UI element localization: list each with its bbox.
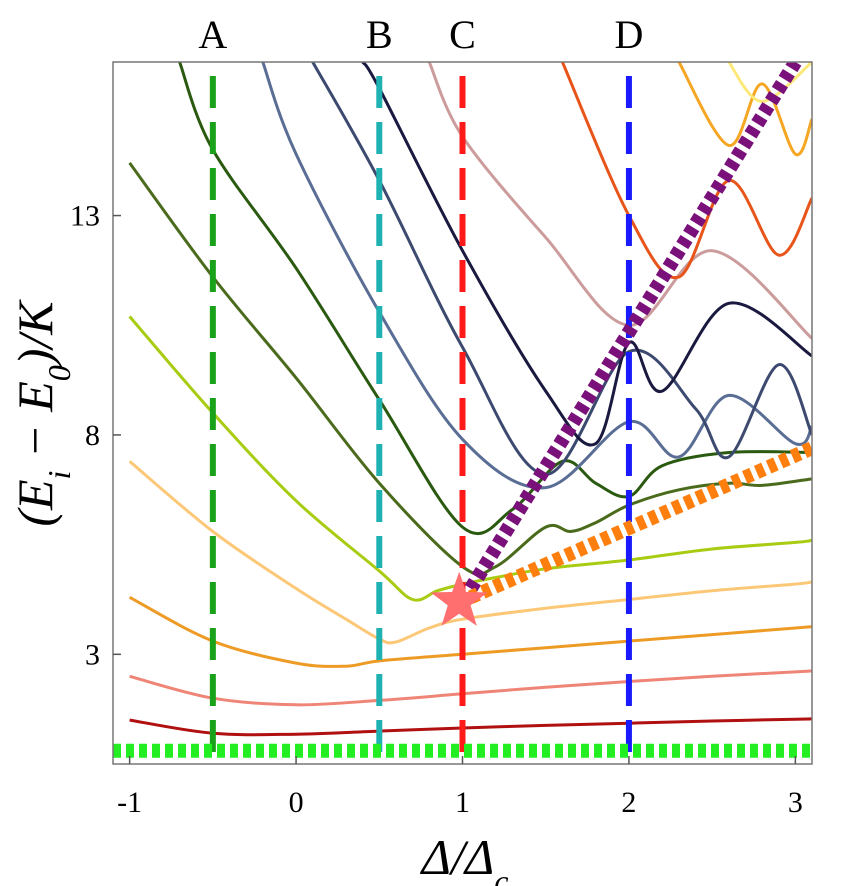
series-level-10: [361, 62, 812, 447]
series-level-14: [727, 62, 812, 103]
overlay-layer: [113, 62, 812, 758]
curve-layer: [128, 62, 812, 737]
tick-layer: -1 0 1 2 3 3 8 13: [70, 200, 803, 819]
series-level-12: [561, 62, 812, 280]
marker-label-a: A: [198, 12, 227, 57]
x-tick-label: -1: [117, 786, 142, 819]
series-level-5: [128, 315, 812, 602]
series-level-13: [677, 62, 812, 157]
x-axis-label: Δ/Δc: [420, 829, 509, 886]
y-axis-label: (Ei − E0)/K: [7, 299, 77, 527]
y-tick-label: 3: [85, 638, 100, 671]
marker-label-b: B: [366, 12, 393, 57]
series-level-2: [129, 669, 812, 707]
series-level-9: [311, 62, 812, 476]
series-asymptote-orange: [467, 441, 812, 604]
y-tick-label: 13: [70, 200, 100, 233]
marker-label-c: C: [449, 12, 476, 57]
y-tick-label: 8: [85, 419, 100, 452]
series-level-8: [261, 62, 812, 490]
x-tick-label: 1: [455, 786, 470, 819]
series-level-7: [178, 62, 812, 536]
series-level-4: [128, 460, 812, 645]
x-tick-label: 0: [289, 786, 304, 819]
marker-label-d: D: [614, 12, 643, 57]
star-marker: [430, 571, 488, 626]
vertical-marker-layer: [209, 76, 632, 764]
series-level-6: [128, 162, 812, 576]
x-tick-label: 2: [621, 786, 636, 819]
series-level-1: [129, 717, 812, 737]
x-tick-label: 3: [788, 786, 803, 819]
